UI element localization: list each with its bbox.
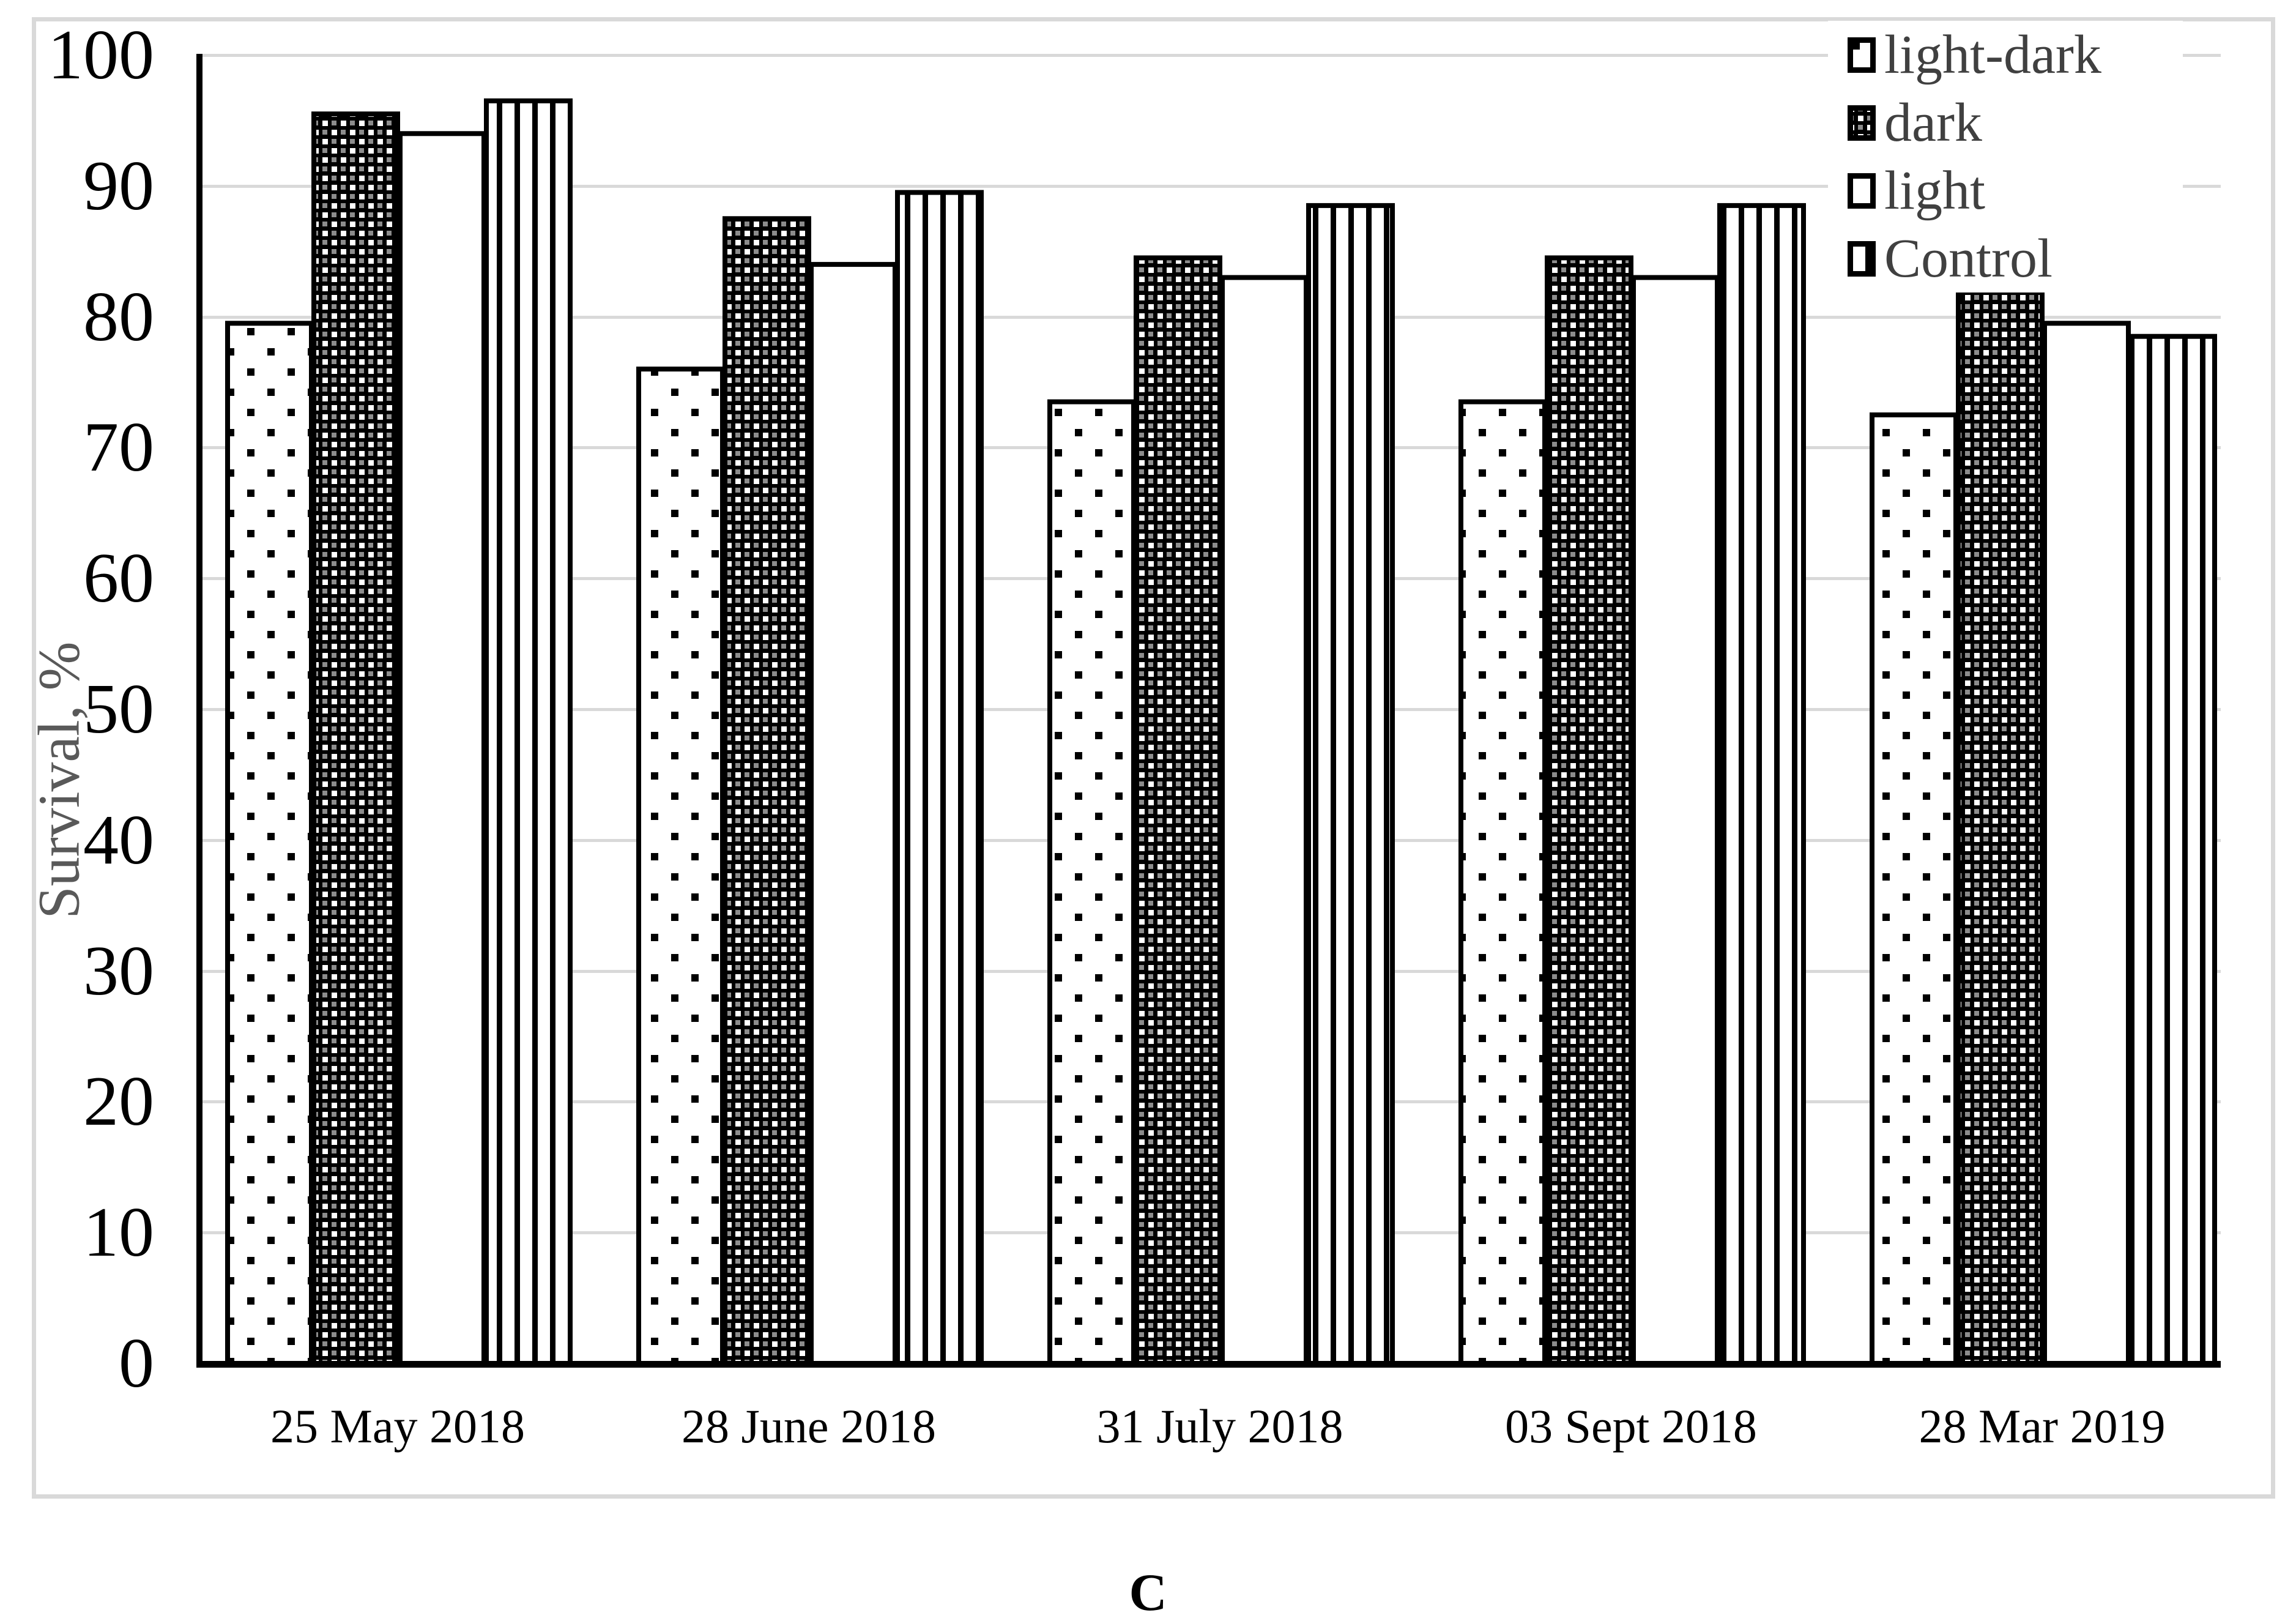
bar-Control-03-Sept-2018 bbox=[1717, 203, 1806, 1366]
legend-label-dark: dark bbox=[1884, 92, 1982, 153]
bar-light-25-May-2018 bbox=[398, 131, 486, 1366]
gridline-90 bbox=[199, 185, 2221, 188]
x-axis-label-4: 03 Sept 2018 bbox=[1505, 1399, 1757, 1453]
figure-caption: C bbox=[1129, 1563, 1167, 1621]
bar-Control-25-May-2018 bbox=[484, 98, 573, 1366]
bar-Control-28-Mar-2019 bbox=[2128, 334, 2217, 1366]
bar-light-dark-03-Sept-2018 bbox=[1458, 399, 1547, 1366]
y-axis-line bbox=[196, 54, 202, 1367]
x-axis-baseline bbox=[196, 1361, 2221, 1368]
legend-item-Control: Control bbox=[1828, 225, 2183, 293]
y-tick-label-50: 50 bbox=[83, 670, 154, 748]
y-tick-label-0: 0 bbox=[119, 1324, 154, 1403]
legend-swatch-plain-white-icon bbox=[1848, 173, 1876, 209]
legend-label-light: light bbox=[1884, 160, 1986, 221]
legend-swatch-vertical-stripes-icon bbox=[1848, 240, 1876, 277]
bar-light-03-Sept-2018 bbox=[1631, 275, 1720, 1366]
y-tick-label-10: 10 bbox=[83, 1193, 154, 1272]
legend-swatch-polka-dots-icon bbox=[1848, 37, 1876, 73]
legend-item-light-dark: light-dark bbox=[1828, 21, 2183, 89]
x-axis-label-3: 31 July 2018 bbox=[1096, 1399, 1343, 1453]
y-tick-label-90: 90 bbox=[83, 147, 154, 225]
y-tick-label-100: 100 bbox=[48, 16, 154, 94]
bar-light-dark-28-June-2018 bbox=[636, 367, 725, 1366]
legend: light-dark dark light Control bbox=[1828, 21, 2183, 293]
bar-dark-03-Sept-2018 bbox=[1545, 255, 1633, 1366]
x-axis-label-2: 28 June 2018 bbox=[682, 1399, 936, 1453]
x-axis-label-5: 28 Mar 2019 bbox=[1919, 1399, 2166, 1453]
legend-label-Control: Control bbox=[1884, 228, 2053, 289]
gridline-100 bbox=[199, 54, 2221, 57]
bar-dark-31-July-2018 bbox=[1134, 255, 1222, 1366]
y-tick-label-70: 70 bbox=[83, 408, 154, 486]
y-tick-label-40: 40 bbox=[83, 801, 154, 879]
y-tick-label-80: 80 bbox=[83, 278, 154, 356]
y-tick-label-60: 60 bbox=[83, 539, 154, 617]
bar-light-dark-25-May-2018 bbox=[225, 321, 314, 1366]
legend-swatch-dense-checker-icon bbox=[1848, 105, 1876, 141]
legend-item-dark: dark bbox=[1828, 89, 2183, 157]
bar-Control-31-July-2018 bbox=[1306, 203, 1395, 1366]
bar-light-dark-31-July-2018 bbox=[1047, 399, 1136, 1366]
bar-light-28-Mar-2019 bbox=[2042, 321, 2131, 1366]
y-tick-label-30: 30 bbox=[83, 932, 154, 1010]
bar-light-31-July-2018 bbox=[1220, 275, 1309, 1366]
bar-dark-28-Mar-2019 bbox=[1956, 288, 2045, 1366]
legend-label-light-dark: light-dark bbox=[1884, 24, 2101, 85]
x-axis-label-1: 25 May 2018 bbox=[270, 1399, 525, 1453]
bar-Control-28-June-2018 bbox=[895, 190, 984, 1366]
y-tick-label-20: 20 bbox=[83, 1062, 154, 1141]
legend-item-light: light bbox=[1828, 157, 2183, 225]
bar-light-dark-28-Mar-2019 bbox=[1870, 412, 1958, 1366]
bar-dark-28-June-2018 bbox=[723, 216, 811, 1366]
bar-light-28-June-2018 bbox=[809, 262, 897, 1366]
bar-dark-25-May-2018 bbox=[311, 111, 400, 1366]
